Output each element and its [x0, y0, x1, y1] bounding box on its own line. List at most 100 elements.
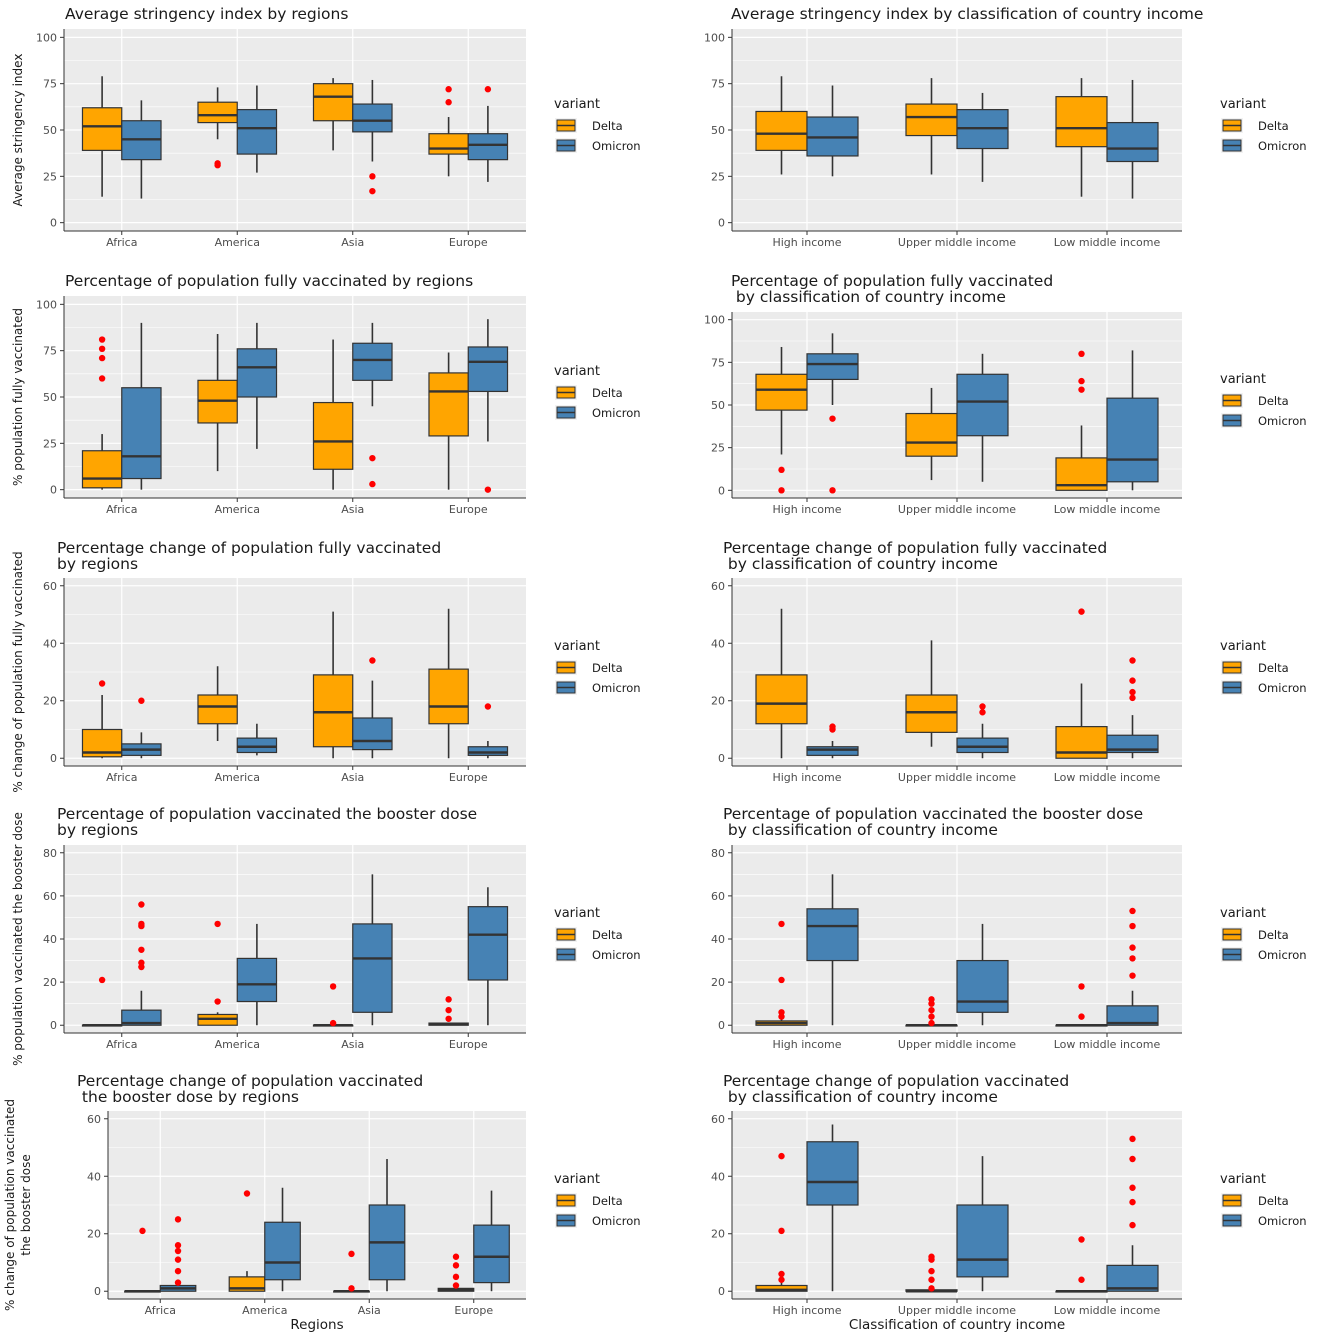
box-iqr — [806, 353, 859, 381]
box-omicron — [1106, 350, 1159, 491]
box-delta — [312, 983, 354, 1027]
legend-label-omicron: Omicron — [592, 139, 641, 153]
box-omicron — [368, 1159, 406, 1292]
legend-label-omicron: Omicron — [1258, 681, 1307, 695]
y-tick-label: 0 — [718, 752, 725, 765]
y-tick-label: 0 — [718, 484, 725, 497]
box-delta — [81, 76, 123, 197]
legend-label-delta: Delta — [1258, 394, 1289, 408]
box-delta — [1055, 608, 1108, 759]
x-tick-label: Europe — [449, 771, 488, 784]
y-tick-label: 80 — [43, 847, 57, 860]
outlier-point — [1129, 972, 1136, 979]
chart-title: Average stringency index by regions — [65, 5, 348, 23]
outlier-point — [778, 1152, 785, 1160]
outlier-point — [1129, 1198, 1136, 1206]
outlier-point — [214, 162, 221, 169]
box-iqr — [1055, 96, 1108, 148]
x-tick-label: Asia — [341, 236, 364, 249]
chart-title: Percentage of population vaccinated the … — [723, 805, 1143, 823]
box-iqr — [905, 412, 958, 457]
box-omicron — [956, 92, 1009, 182]
box-iqr — [197, 101, 238, 124]
box-iqr — [236, 957, 278, 1003]
box-delta — [124, 1227, 161, 1293]
outlier-point — [138, 697, 145, 704]
box-iqr — [236, 348, 278, 398]
box-iqr — [755, 1284, 808, 1292]
box-iqr — [1106, 1005, 1159, 1026]
y-tick-label: 75 — [43, 345, 57, 358]
outlier-point — [174, 1247, 182, 1255]
chart-title: by regions — [57, 821, 138, 839]
legend: variant Delta Omicron — [554, 906, 641, 962]
x-tick-label: Low middle income — [1054, 771, 1161, 784]
box-delta — [905, 996, 958, 1027]
outlier-point — [1129, 677, 1136, 684]
y-tick-label: 100 — [704, 31, 725, 44]
outlier-point — [829, 415, 836, 422]
legend: variant Delta Omicron — [1220, 1172, 1307, 1228]
box-iqr — [352, 923, 393, 1013]
outlier-point — [484, 86, 492, 93]
y-tick-label: 0 — [50, 484, 57, 497]
box-iqr — [806, 908, 859, 962]
outlier-point — [369, 187, 376, 195]
y-axis-label: the booster dose — [19, 1154, 33, 1256]
legend-label-delta: Delta — [592, 661, 623, 675]
y-tick-label: 0 — [718, 1285, 725, 1298]
chart-title: by regions — [57, 555, 138, 573]
box-delta — [755, 920, 808, 1026]
outlier-point — [928, 1006, 935, 1014]
legend: variant Delta Omicron — [1220, 372, 1307, 428]
x-tick-label: High income — [772, 1038, 841, 1051]
outlier-point — [214, 998, 221, 1005]
box-omicron — [806, 723, 859, 759]
box-iqr — [312, 401, 354, 470]
box-omicron — [1106, 1135, 1159, 1292]
chart-title: by classification of country income — [723, 1088, 998, 1106]
y-tick-label: 20 — [711, 695, 725, 708]
outlier-point — [928, 1000, 935, 1007]
x-tick-label: Asia — [341, 1038, 364, 1051]
y-tick-label: 75 — [711, 78, 725, 91]
chart-5: 0 20 40 60 Africa America Asia Europe Percentage… — [11, 539, 641, 793]
y-tick-label: 40 — [711, 1170, 725, 1183]
outlier-point — [1078, 1013, 1085, 1020]
y-tick-label: 0 — [50, 217, 57, 230]
outlier-point — [484, 703, 492, 710]
outlier-point — [369, 173, 376, 180]
outlier-point — [98, 354, 106, 362]
y-tick-label: 25 — [43, 437, 57, 450]
x-tick-label: High income — [772, 771, 841, 784]
box-iqr — [467, 746, 509, 756]
box-delta — [197, 920, 238, 1026]
chart-9: 0 20 40 60 Africa America Asia Europe Percentage… — [3, 1072, 641, 1333]
box-omicron — [352, 322, 393, 488]
chart-title: Percentage of population fully vaccinate… — [731, 272, 1053, 290]
box-iqr — [236, 737, 278, 754]
box-iqr — [81, 450, 123, 489]
y-axis-label: % change of population vaccinated — [3, 1099, 17, 1311]
box-iqr — [1106, 121, 1159, 163]
legend-label-delta: Delta — [592, 1194, 623, 1208]
outlier-point — [1129, 922, 1136, 930]
outlier-point — [369, 480, 376, 488]
box-omicron — [956, 1156, 1009, 1292]
y-tick-label: 60 — [711, 1113, 725, 1126]
chart-title: by classification of country income — [723, 821, 998, 839]
y-tick-label: 60 — [711, 580, 725, 593]
y-tick-label: 25 — [711, 442, 725, 455]
y-tick-label: 100 — [36, 31, 57, 44]
outlier-point — [1129, 1221, 1136, 1229]
y-tick-label: 40 — [43, 933, 57, 946]
legend-title: variant — [1220, 372, 1266, 387]
y-tick-label: 0 — [94, 1285, 101, 1298]
x-tick-label: Upper middle income — [898, 1304, 1016, 1317]
box-delta — [197, 87, 238, 169]
y-tick-label: 0 — [50, 752, 57, 765]
outlier-point — [174, 1216, 182, 1223]
x-tick-label: Asia — [358, 1304, 381, 1317]
x-tick-label: Upper middle income — [898, 503, 1016, 516]
